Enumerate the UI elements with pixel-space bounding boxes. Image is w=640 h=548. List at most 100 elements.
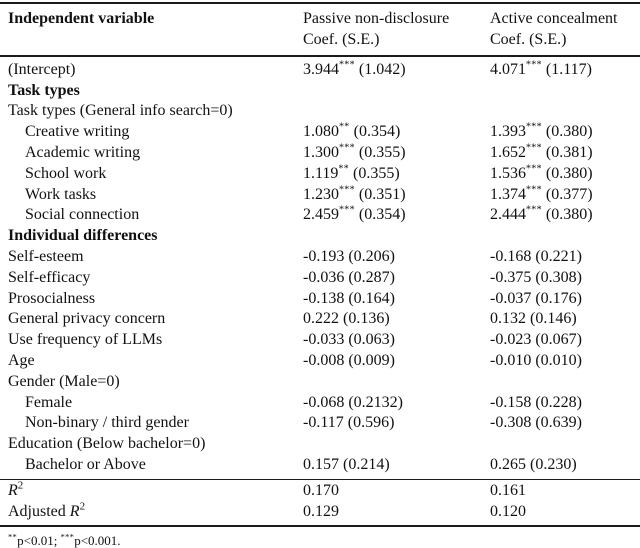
coef-passive-nondisclosure: -0.008 (0.009) (303, 352, 395, 370)
row-label: Work tasks (25, 185, 97, 203)
significance-footnote: **p<0.01; ***p<0.001. (0, 527, 640, 548)
row-label: Social connection (25, 206, 140, 224)
row-label: Bachelor or Above (25, 456, 146, 474)
coef-passive-nondisclosure: 1.300*** (0.355) (303, 142, 406, 162)
significance-stars: *** (339, 59, 355, 71)
header-active-concealment: Active concealment Coef. (S.E.) (490, 8, 640, 50)
stats-row: R2 0.170 0.161 (0, 479, 640, 502)
coef-passive-nondisclosure (303, 101, 490, 122)
significance-stars: ** (338, 163, 350, 175)
coef-passive-nondisclosure: 2.459*** (0.354) (303, 205, 406, 224)
table-row: Prosocialness -0.138 (0.164) -0.037 (0.176… (0, 289, 640, 310)
stats-label: R2 (0, 479, 303, 502)
significance-stars: *** (526, 184, 542, 196)
footnote-text: p<0.01; (17, 533, 61, 548)
coef-passive-nondisclosure: 0.222 (0.136) (303, 310, 390, 328)
row-label: Individual differences (8, 227, 158, 245)
coef-passive-nondisclosure: 1.119** (0.355) (303, 163, 400, 182)
coef-active-concealment: -0.010 (0.010) (490, 352, 582, 370)
footnote-stars: ** (8, 531, 18, 542)
coef-active-concealment: 1.393*** (0.380) (490, 121, 593, 141)
footnote-stars: *** (60, 531, 75, 542)
stats-value-passive: 0.170 (303, 482, 339, 500)
header-passive-line1: Passive non-disclosure (303, 10, 450, 28)
table-stats-rule (0, 478, 640, 481)
significance-stars: ** (339, 121, 350, 133)
coef-active-concealment: -0.023 (0.067) (490, 331, 582, 349)
table-row: Creative writing 1.080** (0.354) 1.393*** … (0, 122, 640, 143)
table-body: (Intercept) 3.944*** (1.042) 4.071*** (1.1… (0, 57, 640, 479)
header-independent-variable: Independent variable (8, 10, 155, 28)
header-passive-line2: Coef. (S.E.) (303, 31, 380, 49)
table-row: General privacy concern 0.222 (0.136) 0.13… (0, 309, 640, 330)
header-active-line1: Active concealment (490, 10, 618, 28)
row-label: (Intercept) (8, 60, 76, 78)
stats-label: Adjusted R2 (8, 500, 86, 521)
coef-active-concealment: 1.536*** (0.380) (490, 163, 593, 182)
row-label: Age (8, 352, 35, 370)
coef-active-concealment: 1.374*** (0.377) (490, 184, 593, 203)
coef-passive-nondisclosure: 0.157 (0.214) (303, 456, 390, 474)
coef-passive-nondisclosure (303, 372, 490, 393)
table-row: Age -0.008 (0.009) -0.010 (0.010) (0, 351, 640, 372)
coef-active-concealment: 0.265 (0.230) (490, 456, 577, 474)
table-row: Female -0.068 (0.2132) -0.158 (0.228) (0, 393, 640, 414)
coef-passive-nondisclosure: 1.080** (0.354) (303, 121, 401, 141)
significance-stars: *** (339, 184, 355, 196)
row-label: Self-efficacy (8, 268, 91, 286)
coef-passive-nondisclosure: -0.068 (0.2132) (303, 393, 403, 411)
table-row: Task types (0, 81, 640, 102)
coef-active-concealment: -0.037 (0.176) (490, 289, 582, 307)
row-label: Female (25, 393, 73, 411)
row-label: Self-esteem (8, 248, 84, 266)
table-row: Self-esteem -0.193 (0.206) -0.168 (0.221) (0, 247, 640, 268)
squared-exponent: 2 (17, 479, 24, 492)
coef-active-concealment: 2.444*** (0.380) (490, 205, 593, 224)
table-row: Individual differences (0, 226, 640, 247)
row-label: Task types (General info search=0) (8, 102, 233, 120)
header-passive-nondisclosure: Passive non-disclosure Coef. (S.E.) (303, 8, 490, 50)
coef-passive-nondisclosure: 1.230*** (0.351) (303, 184, 406, 203)
significance-stars: *** (526, 121, 542, 133)
coef-active-concealment: 0.132 (0.146) (490, 310, 577, 328)
significance-stars: *** (526, 59, 542, 71)
row-label: Prosocialness (8, 289, 96, 307)
row-label: Creative writing (25, 123, 130, 141)
coef-active-concealment (490, 101, 640, 122)
table-header-row: Independent variable Passive non-disclos… (0, 4, 640, 55)
table-header-rule (0, 55, 640, 57)
coef-active-concealment: -0.168 (0.221) (490, 248, 582, 266)
table-row: (Intercept) 3.944*** (1.042) 4.071*** (1.1… (0, 60, 640, 81)
coef-active-concealment (490, 372, 640, 393)
coef-passive-nondisclosure (303, 434, 490, 455)
coef-passive-nondisclosure: -0.036 (0.287) (303, 268, 395, 286)
table-bottom-rule (0, 524, 640, 528)
coef-active-concealment: -0.308 (0.639) (490, 414, 582, 432)
footnote-text: p<0.001. (74, 533, 121, 548)
coef-active-concealment: -0.375 (0.308) (490, 268, 582, 286)
significance-stars: *** (526, 205, 542, 217)
stats-value-passive: 0.129 (303, 503, 339, 521)
stats-value-active: 0.120 (490, 503, 526, 521)
row-label: Academic writing (25, 144, 141, 162)
table-top-rule (0, 2, 640, 5)
stats-value-active: 0.161 (490, 482, 526, 500)
coef-passive-nondisclosure (303, 81, 490, 102)
table-row: Gender (Male=0) (0, 372, 640, 393)
row-label: Task types (8, 81, 80, 99)
significance-stars: *** (339, 205, 355, 217)
significance-stars: *** (339, 142, 355, 154)
table-row: School work 1.119** (0.355) 1.536*** (0.38… (0, 164, 640, 185)
coef-active-concealment: -0.158 (0.228) (490, 393, 582, 411)
row-label: School work (25, 164, 107, 182)
row-label: Education (Below bachelor=0) (8, 435, 206, 453)
significance-stars: *** (526, 142, 542, 154)
significance-stars: *** (526, 163, 542, 175)
coef-passive-nondisclosure: -0.033 (0.063) (303, 331, 395, 349)
table-row: Education (Below bachelor=0) (0, 434, 640, 455)
coef-active-concealment (490, 81, 640, 102)
coef-passive-nondisclosure: -0.138 (0.164) (303, 289, 395, 307)
coef-active-concealment: 4.071*** (1.117) (490, 59, 592, 78)
table-row: Task types (General info search=0) (0, 101, 640, 122)
coef-passive-nondisclosure: -0.117 (0.596) (303, 414, 395, 432)
